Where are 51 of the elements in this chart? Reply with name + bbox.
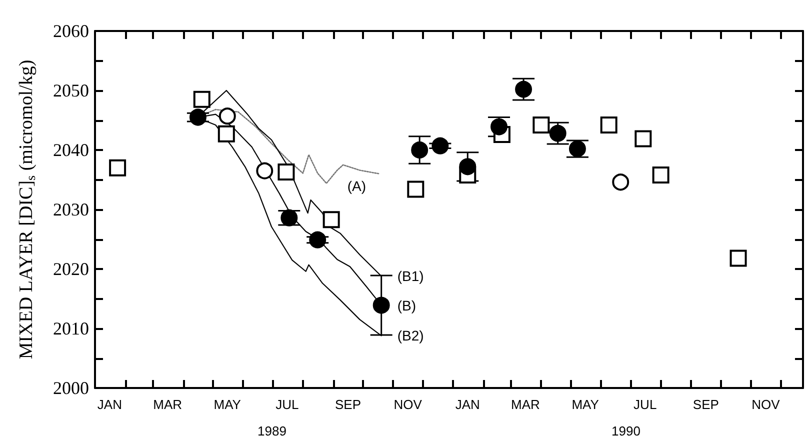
point — [372, 296, 390, 314]
point — [432, 137, 449, 154]
x-tick-label: SEP — [334, 397, 362, 412]
point — [189, 108, 206, 126]
point — [652, 166, 670, 184]
y-tick-label: 2020 — [53, 259, 89, 279]
point — [256, 162, 274, 180]
point — [411, 142, 428, 158]
point — [278, 164, 295, 181]
x-tick-label: NOV — [752, 397, 780, 412]
x-tick-label: JAN — [455, 397, 480, 412]
point — [218, 108, 236, 125]
x-tick-label: JUL — [276, 397, 299, 412]
point — [730, 250, 747, 267]
series-label: (B2) — [397, 328, 424, 344]
x-tick-label: JUL — [634, 397, 657, 412]
x-tick-label: SEP — [692, 397, 719, 412]
series-label: (A) — [347, 178, 366, 194]
point — [490, 118, 508, 136]
point — [109, 159, 126, 176]
y-tick-label: 2010 — [53, 318, 89, 338]
x-tick-label: NOV — [394, 397, 422, 412]
point — [218, 125, 235, 142]
y-tick-label: 2000 — [53, 378, 89, 398]
point — [634, 130, 652, 148]
y-tick-label: 2040 — [53, 140, 89, 160]
point — [193, 90, 210, 108]
y-axis-title: MIXED LAYER [DIC]s (micromol/kg) — [16, 60, 38, 360]
y-tick-label: 2030 — [53, 200, 89, 220]
x-tick-label: JAN — [97, 397, 122, 412]
point — [612, 174, 630, 191]
point — [407, 180, 424, 198]
point — [322, 211, 340, 228]
x-tick-label: MAY — [214, 397, 242, 412]
y-tick-label: 2050 — [53, 80, 89, 100]
text: 1989 — [258, 424, 286, 438]
text: 1990 — [612, 424, 640, 438]
point — [515, 80, 532, 98]
point — [532, 116, 550, 134]
y-tick-label: 2060 — [53, 21, 89, 41]
x-tick-label: MAR — [511, 397, 540, 412]
point — [459, 158, 476, 176]
point — [568, 140, 586, 158]
point — [280, 209, 298, 226]
point — [549, 124, 566, 142]
x-tick-label: MAR — [153, 397, 182, 412]
point — [600, 116, 618, 134]
series-label: (B1) — [397, 268, 424, 284]
series-label: (B) — [397, 297, 416, 314]
x-tick-label: MAY — [572, 397, 600, 412]
point — [309, 231, 326, 248]
